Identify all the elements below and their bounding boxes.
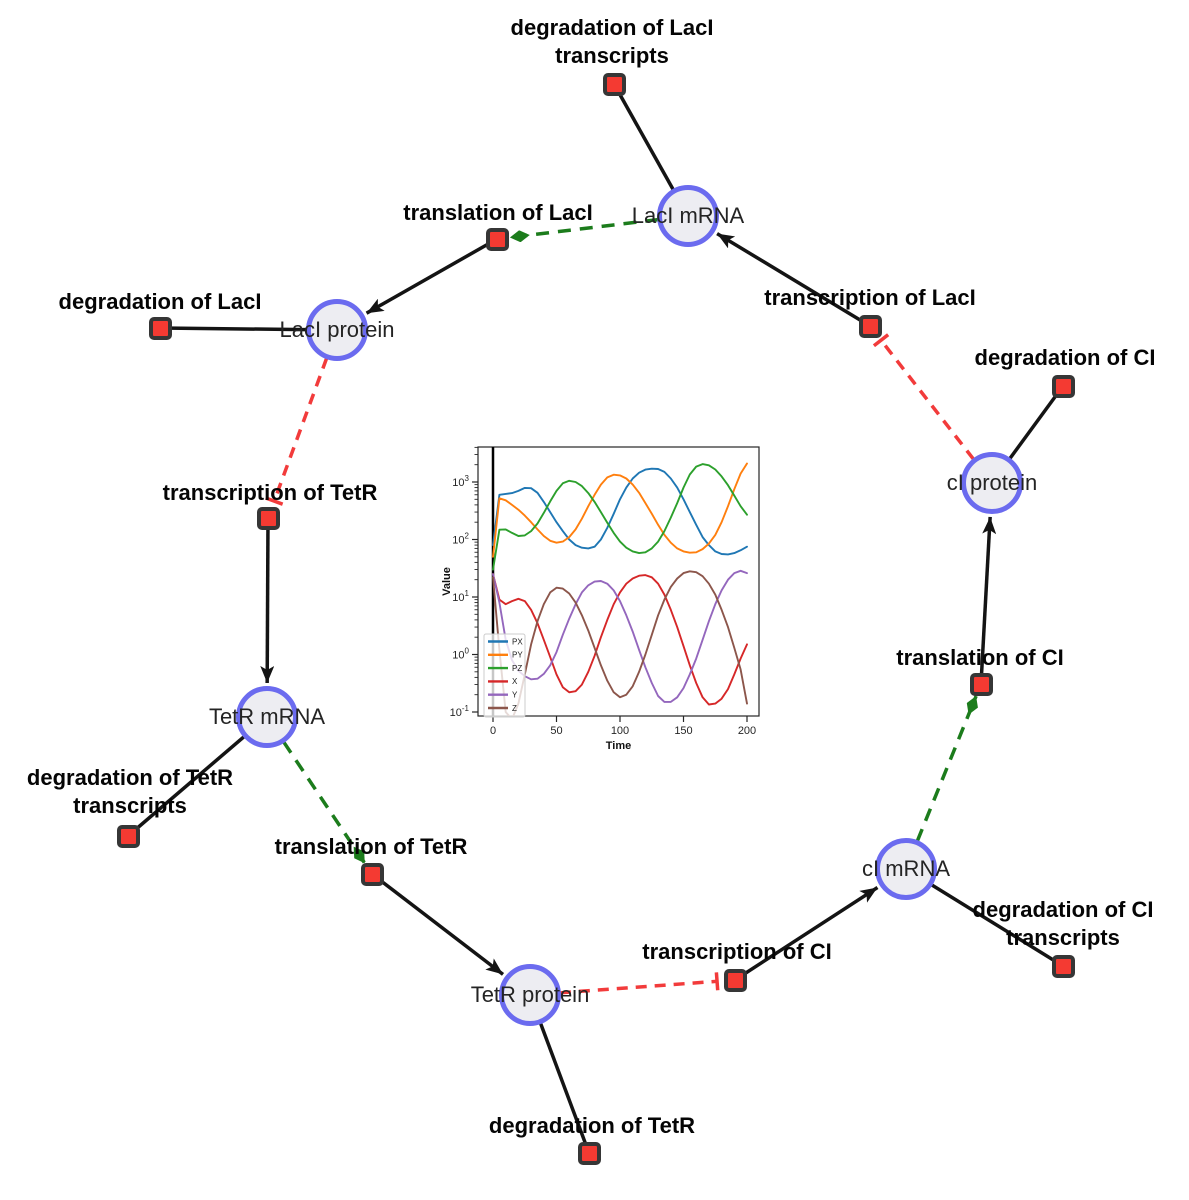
y-tick-label: 100 bbox=[452, 647, 469, 662]
x-tick-label: 100 bbox=[611, 725, 629, 737]
species-label-laci_protein: LacI protein bbox=[279, 317, 395, 342]
y-tick-label: 10-1 bbox=[450, 704, 470, 719]
plot-spines bbox=[477, 446, 760, 717]
edge-production-tl_laci-to-laci_protein bbox=[365, 237, 498, 315]
x-tick-label: 50 bbox=[550, 725, 562, 737]
species-label-laci_mrna: LacI mRNA bbox=[631, 203, 745, 228]
reaction-label-tl_ci: translation of CI bbox=[896, 645, 1064, 670]
x-tick-label: 150 bbox=[674, 725, 692, 737]
reaction-node-deg_laci_tx[interactable] bbox=[602, 72, 626, 96]
species-node-ci_mrna[interactable] bbox=[875, 838, 937, 900]
reaction-node-tx_ci[interactable] bbox=[723, 968, 747, 992]
reaction-label-tx_laci: transcription of LacI bbox=[764, 285, 976, 310]
species-node-ci_protein[interactable] bbox=[961, 452, 1023, 514]
reaction-node-deg_ci_tx[interactable] bbox=[1051, 954, 1075, 978]
reaction-label-deg_ci: degradation of CI bbox=[974, 345, 1156, 370]
x-tick-label: 0 bbox=[490, 725, 496, 737]
series-curve-Z bbox=[492, 570, 748, 716]
chart-legend: PX PY PZ XYZ bbox=[483, 633, 526, 718]
reaction-label-deg_laci_tx: degradation of LacI transcripts bbox=[510, 15, 714, 68]
x-tick-label: 200 bbox=[738, 725, 756, 737]
species-node-tetr_protein[interactable] bbox=[499, 964, 561, 1026]
legend-label-PY: PY bbox=[512, 651, 523, 660]
species-label-tetr_mrna: TetR mRNA bbox=[208, 704, 326, 729]
species-label-ci_mrna: cI mRNA bbox=[862, 856, 950, 881]
edge-inhibition-tetr_protein-to-tx_ci bbox=[559, 972, 720, 995]
edge-modifier-laci_mrna-to-tl_laci bbox=[509, 217, 659, 243]
reaction-node-deg_laci[interactable] bbox=[148, 316, 172, 340]
reaction-label-deg_tetr: degradation of TetR bbox=[488, 1113, 696, 1138]
legend-label-X: X bbox=[512, 677, 518, 686]
species-node-tetr_mrna[interactable] bbox=[236, 686, 298, 748]
x-axis-title: Time bbox=[606, 740, 631, 752]
y-tick-label: 103 bbox=[452, 474, 469, 489]
edge-production-tx_laci-to-laci_mrna bbox=[716, 232, 871, 328]
reaction-label-tl_tetr: translation of TetR bbox=[274, 834, 468, 859]
series-curve-X bbox=[492, 573, 748, 706]
edge-modifier-tetr_mrna-to-tl_tetr bbox=[282, 740, 367, 865]
species-node-laci_protein[interactable] bbox=[306, 299, 368, 361]
reaction-node-tl_ci[interactable] bbox=[969, 672, 993, 696]
edge-production-tl_ci-to-ci_protein bbox=[979, 516, 997, 685]
reaction-label-tl_laci: translation of LacI bbox=[403, 200, 593, 225]
series-curve-PX bbox=[492, 467, 748, 556]
reaction-node-tx_laci[interactable] bbox=[858, 314, 882, 338]
legend-label-Y: Y bbox=[512, 691, 518, 700]
reaction-node-deg_tetr_tx[interactable] bbox=[116, 824, 140, 848]
species-node-laci_mrna[interactable] bbox=[657, 185, 719, 247]
legend-label-PZ: PZ bbox=[512, 664, 522, 673]
edge-inhibition-ci_protein-to-tx_laci bbox=[872, 333, 975, 461]
reaction-node-deg_ci[interactable] bbox=[1051, 374, 1075, 398]
edge-production-tx_ci-to-ci_mrna bbox=[734, 886, 879, 982]
species-label-ci_protein: cI protein bbox=[946, 470, 1038, 495]
reaction-node-deg_tetr[interactable] bbox=[577, 1141, 601, 1165]
reaction-node-tl_laci[interactable] bbox=[485, 227, 509, 251]
reaction-label-deg_tetr_tx: degradation of TetR transcripts bbox=[26, 765, 234, 818]
chart-curves bbox=[492, 462, 748, 716]
legend-label-PX: PX bbox=[512, 637, 523, 646]
legend-box bbox=[483, 633, 526, 718]
reaction-label-tx_ci: transcription of CI bbox=[642, 939, 832, 964]
series-curve-Y bbox=[492, 569, 748, 703]
legend-label-Z: Z bbox=[512, 704, 517, 713]
species-label-tetr_protein: TetR protein bbox=[470, 982, 590, 1007]
series-curve-PZ bbox=[492, 463, 748, 571]
reaction-label-tx_tetr: transcription of TetR bbox=[162, 480, 378, 505]
edge-inhibition-laci_protein-to-tx_tetr bbox=[265, 357, 329, 506]
y-tick-label: 101 bbox=[452, 589, 469, 604]
reaction-label-deg_ci_tx: degradation of CI transcripts bbox=[972, 897, 1154, 950]
edge-production-tx_tetr-to-tetr_mrna bbox=[260, 517, 275, 684]
reaction-label-deg_laci: degradation of LacI bbox=[58, 289, 262, 314]
reaction-node-tx_tetr[interactable] bbox=[256, 506, 280, 530]
edge-production-tl_tetr-to-tetr_protein bbox=[370, 872, 505, 976]
edge-modifier-ci_mrna-to-tl_ci bbox=[915, 695, 978, 842]
y-axis-title: Value bbox=[441, 567, 453, 596]
reaction-node-tl_tetr[interactable] bbox=[360, 862, 384, 886]
y-tick-label: 102 bbox=[452, 532, 469, 547]
